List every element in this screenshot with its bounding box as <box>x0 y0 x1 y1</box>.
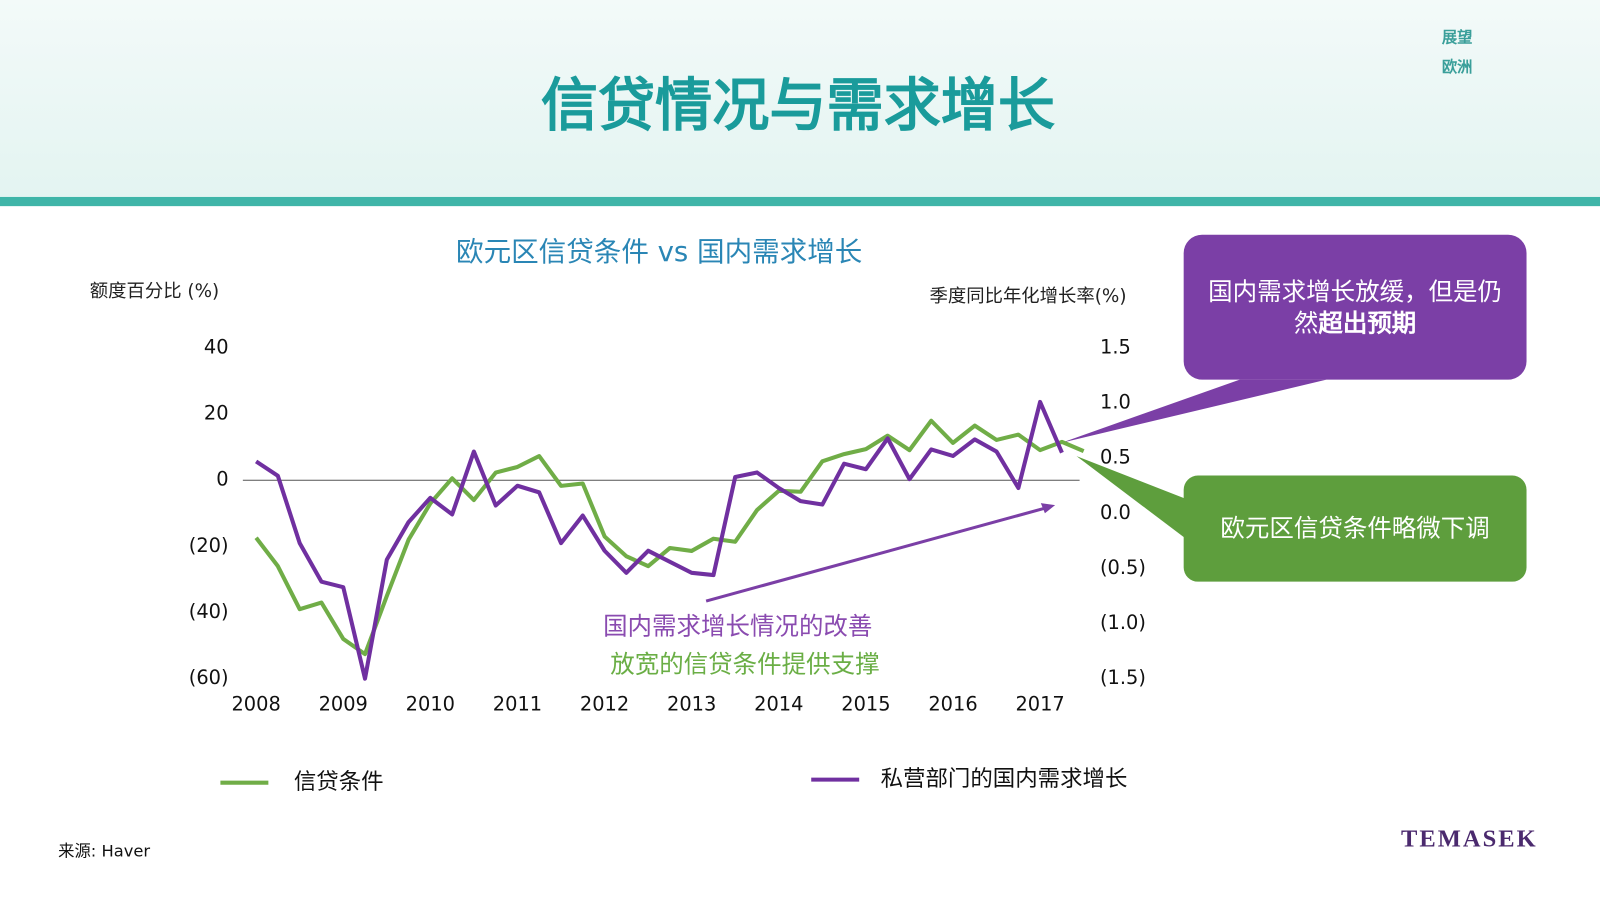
y2-tick-label: 0.0 <box>1100 501 1131 524</box>
y-tick-label: 40 <box>204 335 229 358</box>
y2-tick-label: 0.5 <box>1100 446 1131 469</box>
y2-tick-label: (0.5) <box>1100 556 1146 579</box>
x-tick-label: 2009 <box>319 693 368 716</box>
x-tick-label: 2010 <box>406 693 455 716</box>
y2-axis-label: 季度同比年化增长率(%) <box>930 286 1127 307</box>
badge: 展望 <box>1442 28 1473 46</box>
x-tick-label: 2014 <box>754 693 803 716</box>
x-tick-label: 2015 <box>841 693 890 716</box>
y2-tick-label: 1.0 <box>1100 391 1131 414</box>
badge: 欧洲 <box>1442 58 1473 76</box>
callout-box <box>1183 475 1527 582</box>
x-tick-label: 2012 <box>580 693 629 716</box>
plot: 40 20 0 (20) (40) (60) 1.5 1.0 0.5 0.0 (0.5) (1.0) (… <box>189 335 1146 795</box>
y2-tick-label: 1.5 <box>1100 335 1131 358</box>
legend-label: 信贷条件 <box>294 769 384 795</box>
x-tick-label: 2017 <box>1015 693 1064 716</box>
series-line <box>254 399 1064 681</box>
callout-pointer <box>1076 456 1189 541</box>
y-tick-label: (60) <box>189 666 229 689</box>
y-tick-label: 20 <box>204 402 229 425</box>
callout-emphasis: 超出预期 <box>1318 309 1416 338</box>
header-rule <box>0 196 1600 207</box>
callout-text: 国内需求增长放缓，但是仍 <box>1208 277 1502 306</box>
y-tick-label: (20) <box>189 534 229 557</box>
source: 来源: Haver <box>58 842 150 861</box>
callout-text: 然 <box>1294 309 1318 338</box>
legend-label: 私营部门的国内需求增长 <box>881 766 1128 792</box>
x-tick-label: 2008 <box>231 693 280 716</box>
annotation-arrow <box>705 506 1046 603</box>
header-band <box>0 0 1600 199</box>
chart-title: 欧元区信贷条件 vs 国内需求增长 <box>456 236 862 268</box>
x-tick-label: 2016 <box>928 693 977 716</box>
y-tick-label: 0 <box>216 468 228 491</box>
annotation: 国内需求增长情况的改善 <box>603 612 872 641</box>
y-tick-label: (40) <box>189 600 229 623</box>
callout-box <box>1183 234 1527 380</box>
series-line <box>254 418 1085 657</box>
callout-text: 然超出预期 <box>1294 309 1416 338</box>
y2-tick-label: (1.5) <box>1100 666 1146 689</box>
callout-pointer <box>1061 379 1327 443</box>
logo: TEMASEK <box>1401 825 1538 852</box>
annotation: 放宽的信贷条件提供支撑 <box>610 649 879 678</box>
x-tick-label: 2011 <box>493 693 542 716</box>
x-tick-label: 2013 <box>667 693 716 716</box>
page-title: 信贷情况与需求增长 <box>541 73 1055 139</box>
callout-text: 欧元区信贷条件略微下调 <box>1220 514 1489 543</box>
annotation-arrowhead <box>1040 503 1056 514</box>
y2-tick-label: (1.0) <box>1100 611 1146 634</box>
y-axis-label: 额度百分比 (%) <box>90 281 219 302</box>
